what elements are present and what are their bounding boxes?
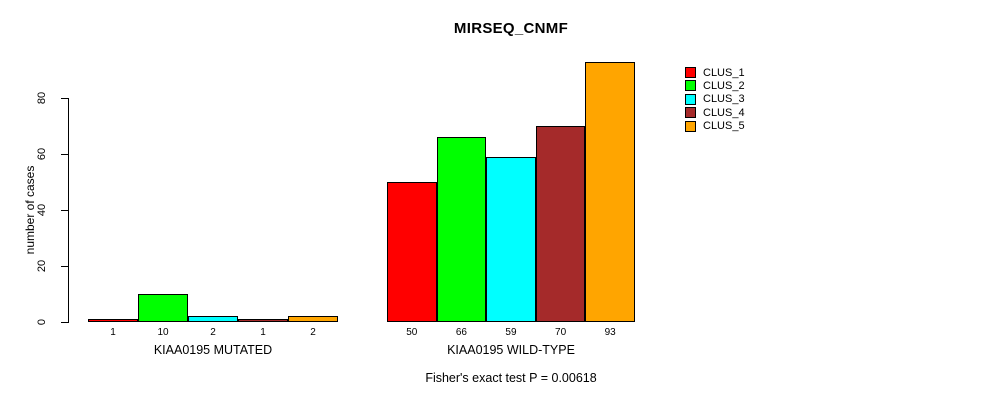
bar-value-label: 59 [505,327,517,338]
legend-item-clus_2: CLUS_2 [685,79,745,92]
bar-value-label: 1 [260,327,266,338]
legend-item-clus_1: CLUS_1 [685,66,745,79]
bar-clus_5 [585,61,635,322]
y-tick-mark [61,210,68,211]
legend-swatch-icon [685,80,696,92]
y-tick-mark [61,266,68,267]
bar-clus_3 [486,156,536,322]
bar-clus_1 [387,182,437,322]
fisher-test-caption: Fisher's exact test P = 0.00618 [425,371,597,385]
legend-label: CLUS_4 [703,106,745,119]
legend-label: CLUS_2 [703,79,745,92]
legend-label: CLUS_5 [703,120,745,133]
bar-clus_4 [238,319,288,322]
bar-value-label: 70 [555,327,567,338]
bar-clus_4 [535,126,586,322]
bar-value-label: 1 [110,327,116,338]
y-tick-mark [61,322,68,323]
bar-value-label: 2 [210,327,216,338]
bar-clus_2 [138,294,188,322]
bar-value-label: 10 [157,327,169,338]
y-tick-label: 20 [36,259,48,273]
chart-title: MIRSEQ_CNMF [453,20,569,37]
legend-label: CLUS_1 [703,66,745,79]
bar-clus_3 [188,316,238,322]
y-tick-label: 0 [36,318,48,326]
bar-value-label: 66 [455,327,467,338]
bar-clus_2 [436,137,487,322]
legend-swatch-icon [685,93,696,105]
legend-swatch-icon [685,107,696,119]
bar-value-label: 2 [310,327,316,338]
bar-clus_5 [288,316,338,322]
bar-clus_1 [88,319,138,322]
y-tick-label: 80 [36,91,48,105]
y-tick-label: 60 [36,147,48,161]
y-axis-label: number of cases [23,165,37,255]
legend-swatch-icon [685,67,696,78]
x-group-label: KIAA0195 WILD-TYPE [447,343,575,357]
bar-value-label: 50 [406,327,418,338]
legend-item-clus_3: CLUS_3 [685,93,745,106]
legend-swatch-icon [685,120,696,132]
legend-label: CLUS_3 [703,93,745,106]
y-tick-mark [61,154,68,155]
legend-item-clus_4: CLUS_4 [685,106,745,119]
y-tick-label: 40 [36,203,48,217]
x-group-label: KIAA0195 MUTATED [153,343,273,357]
y-tick-mark [61,98,68,99]
legend-item-clus_5: CLUS_5 [685,120,745,133]
bar-value-label: 93 [604,327,616,338]
y-axis-line [68,98,69,323]
